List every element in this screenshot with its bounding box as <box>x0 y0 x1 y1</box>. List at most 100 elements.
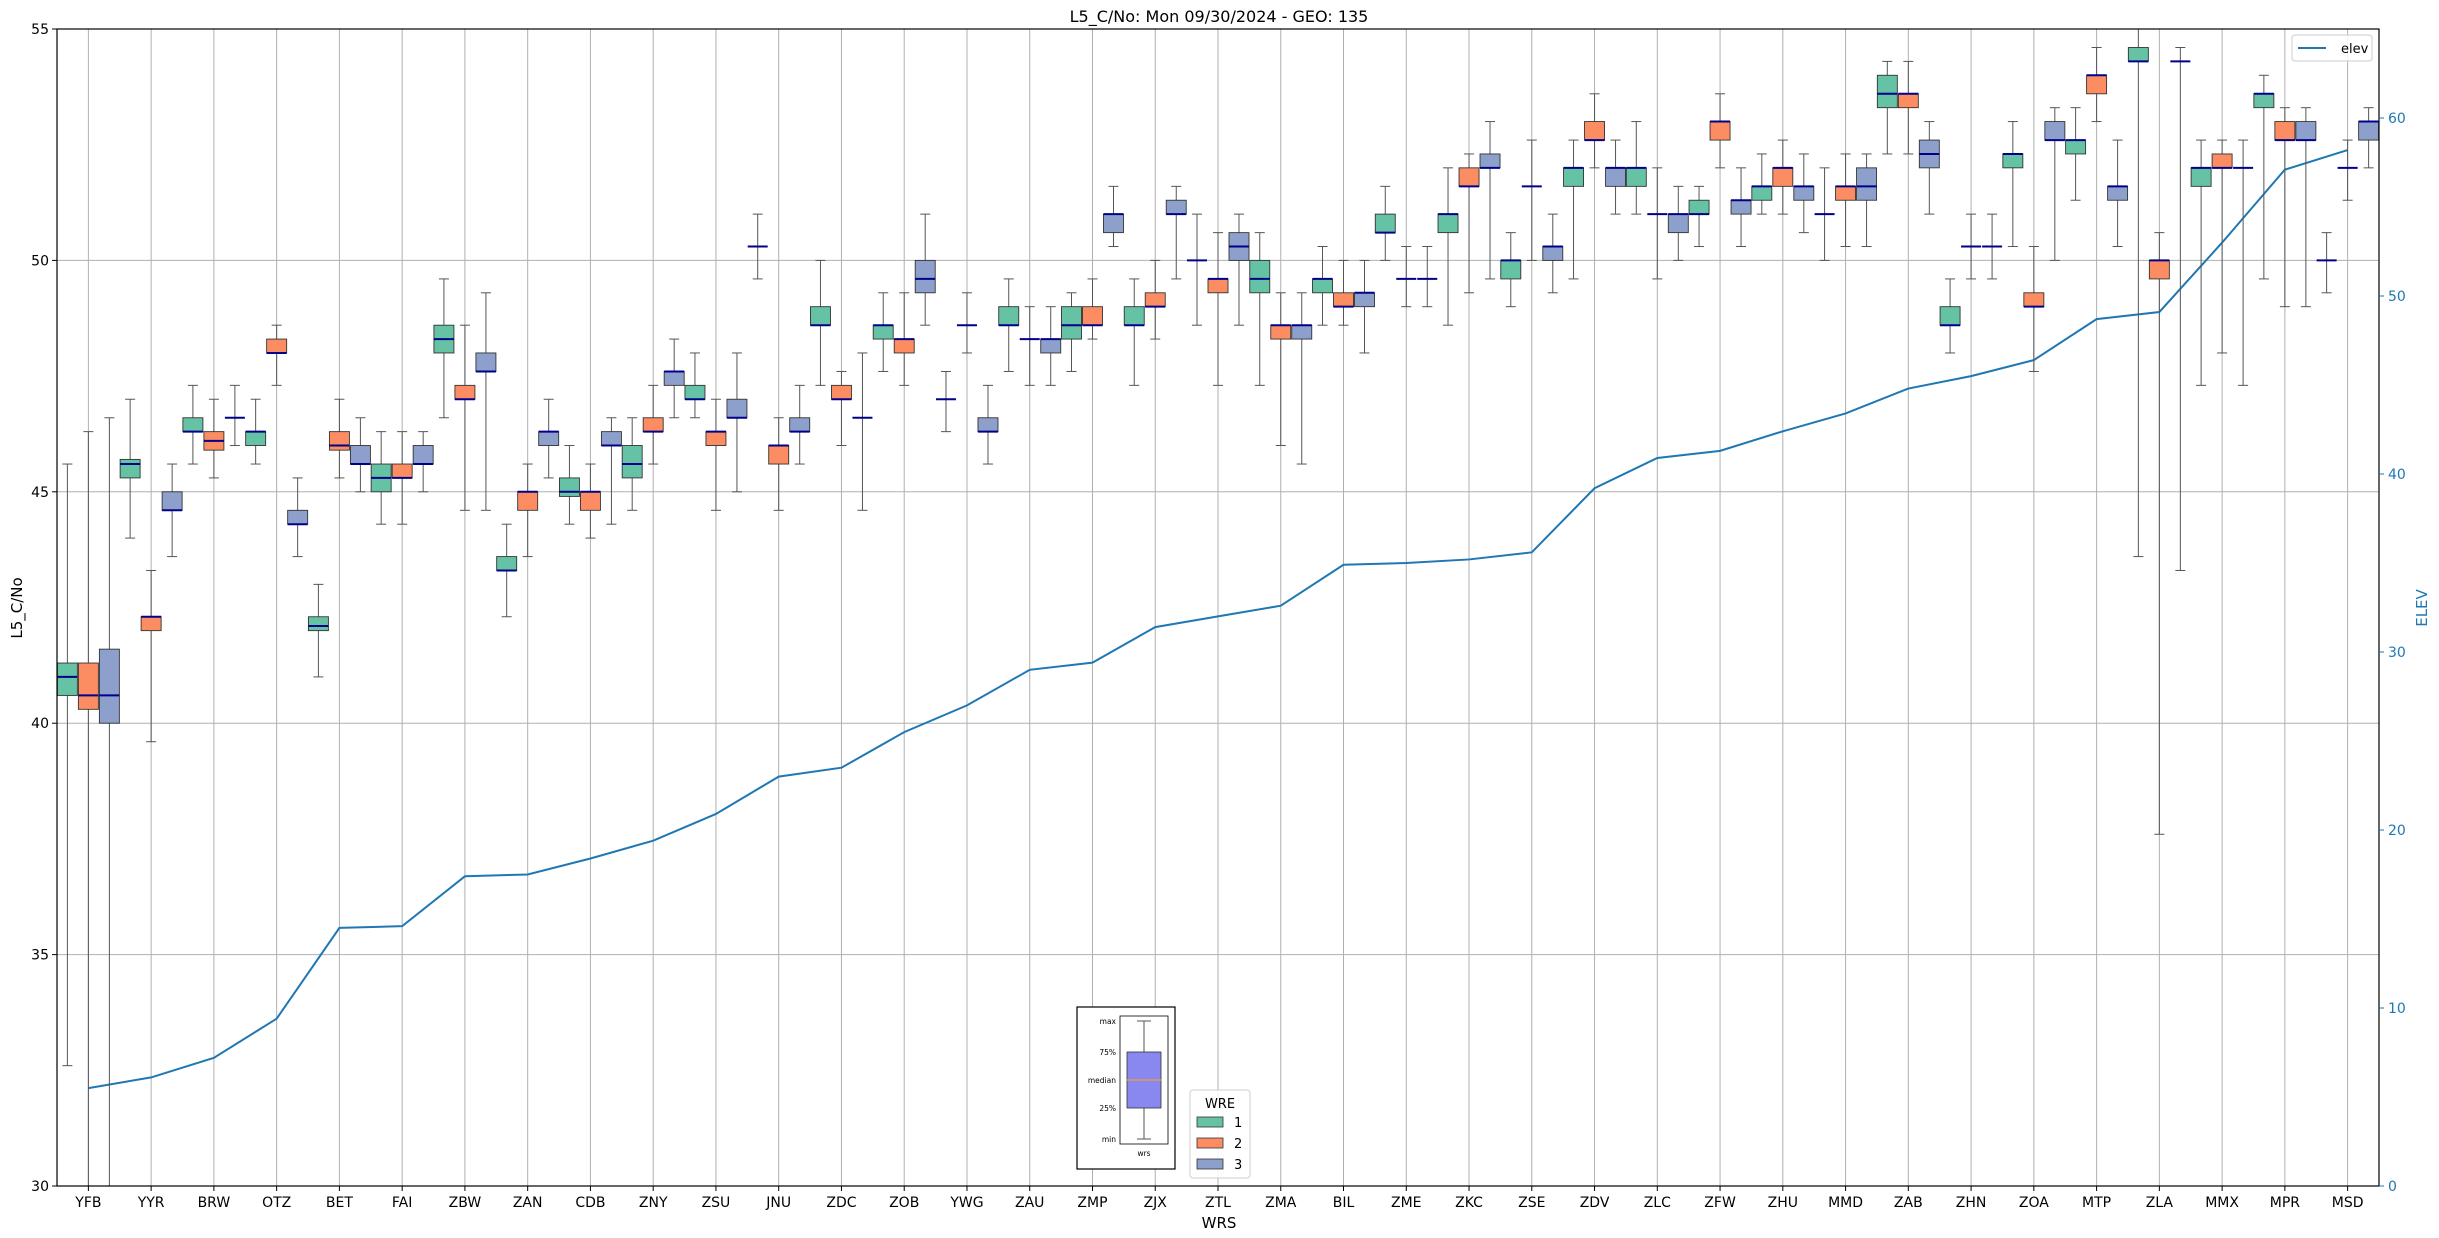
box-wre1 <box>2002 121 2024 248</box>
box-wre3 <box>1040 306 1062 386</box>
box-wre2 <box>1207 232 1229 386</box>
x-axis: YFB YYR BRW OTZ BET FAI ZBW ZAN CDB ZNY ZSU JNU ZDC Z… <box>74 1186 2363 1211</box>
x-tick-label: ZLA <box>2146 1195 2174 1211</box>
box-wre2 <box>579 463 601 539</box>
box-wre3 <box>161 463 183 558</box>
y-tick-label: 40 <box>31 716 49 732</box>
box-body <box>1500 259 1522 280</box>
y-tick-label: 45 <box>31 485 49 501</box>
box-body <box>140 616 162 632</box>
box-body <box>1207 278 1229 294</box>
box-body <box>1793 185 1815 201</box>
box-wre2 <box>1772 139 1794 215</box>
box-wre2 <box>1396 246 1417 308</box>
x-tick-label: ZAN <box>513 1195 543 1211</box>
chart-title: L5_C/No: Mon 09/30/2024 - GEO: 135 <box>1070 7 1369 27</box>
box-body <box>454 384 476 400</box>
box-wre2 <box>2086 47 2108 123</box>
box-body <box>1835 185 1857 201</box>
box-wre1 <box>496 523 518 618</box>
wre-legend-label-3: 3 <box>1234 1158 1242 1173</box>
box-wre3 <box>1730 167 1752 248</box>
wre-legend-swatch-1 <box>1196 1116 1224 1128</box>
box-body <box>768 445 790 465</box>
box-body <box>1437 213 1459 234</box>
box-wre1 <box>119 398 141 539</box>
box-wre1 <box>370 431 392 525</box>
box-body <box>1563 167 1584 187</box>
box-wre2 <box>328 398 350 479</box>
y-tick-label: 55 <box>31 22 49 38</box>
box-wre2 <box>1835 153 1857 248</box>
box-wre2 <box>956 292 977 354</box>
right-y-tick-label: 40 <box>2388 467 2406 483</box>
x-tick-label: ZFW <box>1704 1195 1736 1211</box>
x-tick-label: ZMA <box>1265 1195 1297 1211</box>
box-wre3 <box>2170 47 2191 571</box>
box-wre2 <box>1458 153 1480 294</box>
box-body <box>1730 199 1752 215</box>
box-body <box>1772 167 1794 187</box>
box-wre3 <box>2358 107 2380 169</box>
box-wre3 <box>600 417 622 525</box>
x-tick-label: ZKC <box>1455 1195 1483 1211</box>
box-wre3 <box>1667 185 1689 261</box>
box-body <box>161 491 183 511</box>
right-y-tick-label: 0 <box>2388 1179 2397 1195</box>
x-tick-label: ZHN <box>1956 1195 1987 1211</box>
box-wre1 <box>433 278 455 419</box>
wre-legend-title: WRE <box>1205 1097 1235 1112</box>
x-tick-label: ZOA <box>2019 1195 2049 1211</box>
x-axis-label: WRS <box>1202 1214 1237 1232</box>
box-wre2 <box>517 463 539 558</box>
box-body <box>2274 121 2296 141</box>
box-body <box>307 616 329 632</box>
box-body <box>266 338 288 354</box>
box-body <box>1751 185 1773 201</box>
box-body <box>2044 121 2066 141</box>
box-wre1 <box>2127 28 2149 558</box>
elev-legend: elev <box>2291 34 2373 62</box>
box-wre1 <box>307 583 329 678</box>
box-body <box>2295 121 2317 141</box>
box-body <box>1082 306 1103 326</box>
box-wre2 <box>1584 93 1605 169</box>
box-wre3 <box>726 352 748 493</box>
key-q3-label: 75% <box>1099 1048 1116 1057</box>
right-y-tick-label: 50 <box>2388 289 2406 305</box>
wre-legend-label-2: 2 <box>1234 1137 1242 1152</box>
box-body <box>663 371 685 386</box>
box-body <box>726 398 748 419</box>
x-tick-label: FAI <box>392 1195 412 1211</box>
x-tick-label: MPR <box>2270 1195 2301 1211</box>
box-wre2 <box>1521 139 1542 261</box>
box-body <box>600 431 622 446</box>
box-body <box>182 417 204 433</box>
box-body <box>517 491 539 511</box>
box-wre3 <box>1103 185 1124 248</box>
box-wre1 <box>1123 278 1145 386</box>
box-body <box>1605 167 1626 187</box>
box-wre3 <box>98 417 120 1187</box>
box-wre2 <box>1144 259 1166 340</box>
box-wre2 <box>2023 246 2045 372</box>
x-tick-label: JNU <box>765 1195 791 1211</box>
box-body <box>1856 167 1878 201</box>
box-wre3 <box>287 477 309 558</box>
x-tick-label: ZHU <box>1768 1195 1798 1211</box>
x-tick-label: MSD <box>2332 1195 2364 1211</box>
box-wre1 <box>2190 139 2212 386</box>
box-body <box>2211 153 2233 169</box>
box-wre3 <box>977 384 999 465</box>
box-wre2 <box>1897 60 1919 155</box>
box-wre2 <box>2148 232 2170 835</box>
x-tick-label: OTZ <box>262 1195 291 1211</box>
x-tick-label: ZAB <box>1894 1195 1923 1211</box>
x-tick-label: ZDC <box>826 1195 856 1211</box>
box-body <box>1165 199 1187 215</box>
key-max-label: max <box>1100 1017 1117 1026</box>
box-wre3 <box>852 352 873 511</box>
right-y-axis: 0 10 20 30 40 50 60 <box>2379 111 2406 1195</box>
box-body <box>119 458 141 479</box>
y-tick-label: 30 <box>31 1179 49 1195</box>
